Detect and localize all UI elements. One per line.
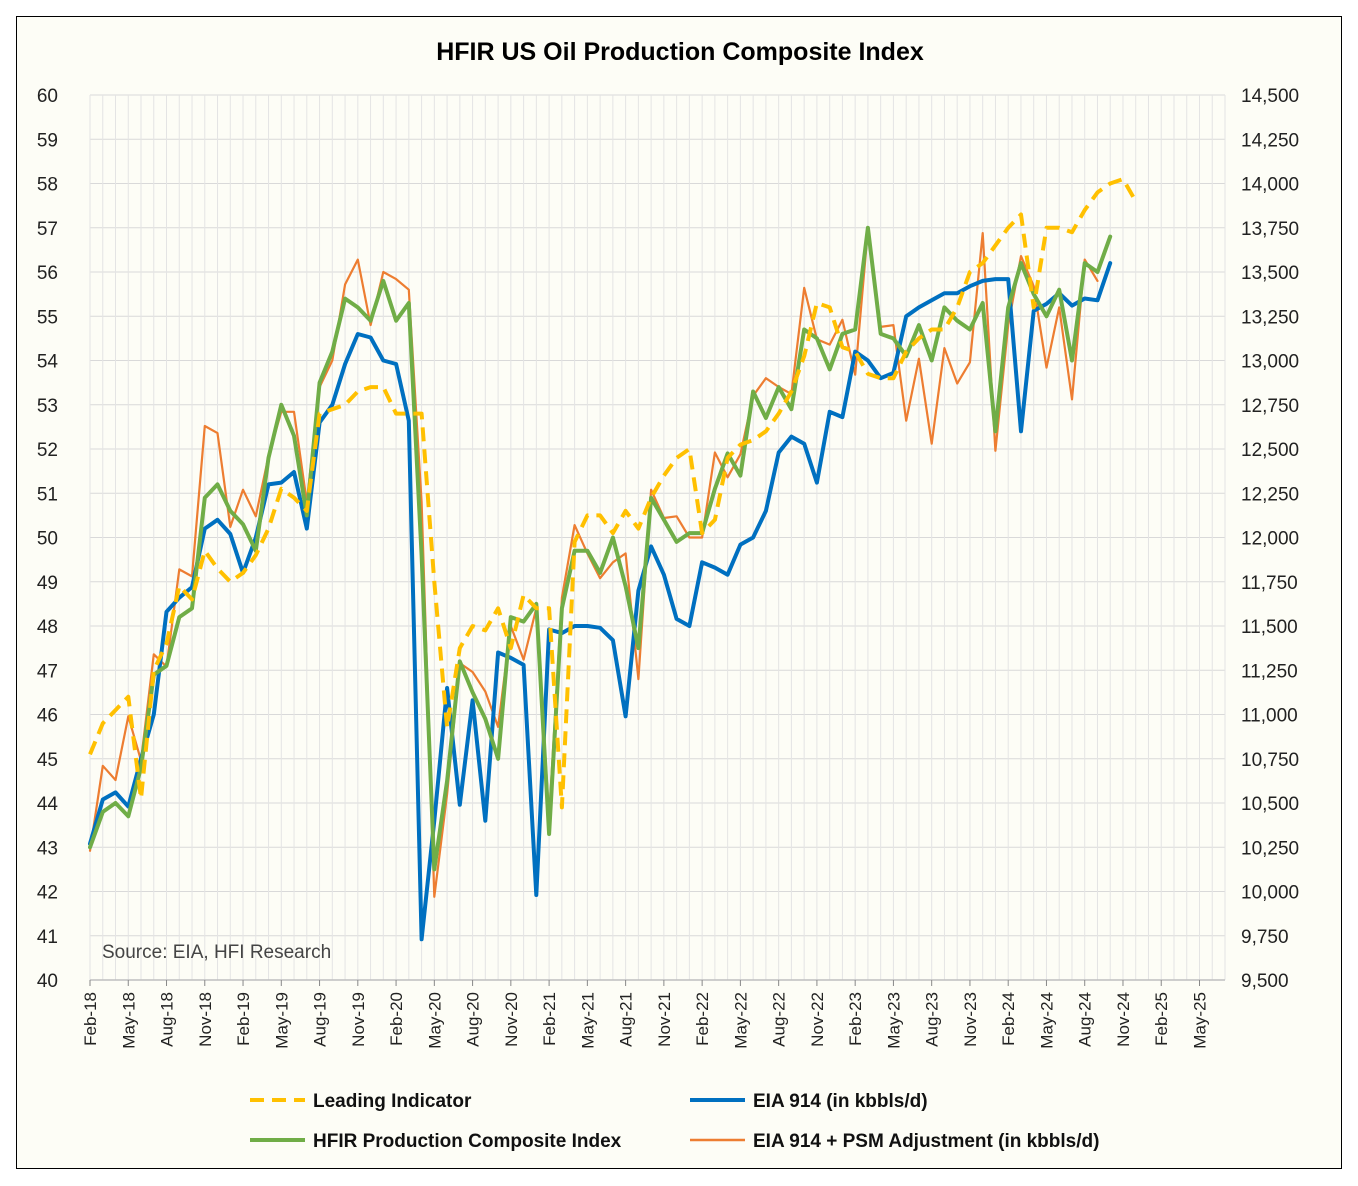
y-left-tick-label: 58 — [37, 175, 58, 196]
x-tick-label: Nov-23 — [961, 992, 980, 1047]
series-layer — [88, 177, 1138, 942]
y-left-tick-label: 50 — [37, 529, 58, 550]
series-line-2 — [88, 225, 1113, 872]
y-left-tick-label: 54 — [37, 352, 59, 373]
x-tick-label: Aug-18 — [158, 992, 177, 1047]
y-left-tick-label: 49 — [37, 573, 58, 594]
y-right-tick-label: 9,500 — [1241, 971, 1289, 992]
x-tick-label: Aug-21 — [617, 992, 636, 1047]
y-right-tick-label: 11,500 — [1241, 617, 1298, 638]
y-right-tick-label: 9,750 — [1241, 927, 1289, 948]
y-right-tick-label: 10,250 — [1241, 838, 1299, 859]
x-tick-label: May-18 — [119, 992, 138, 1049]
y-left-tick-label: 60 — [37, 86, 58, 107]
axes: 40 9,500 41 9,750 42 10,000 43 10,250 44 10,500 45… — [37, 86, 1299, 1049]
legend: Leading Indicator EIA 914 (in kbbls/d) HFI… — [250, 1091, 1099, 1152]
y-left-tick-label: 51 — [37, 484, 58, 505]
y-left-tick-label: 46 — [37, 706, 58, 727]
y-left-tick-label: 41 — [37, 927, 58, 948]
x-tick-label: Feb-24 — [999, 992, 1018, 1046]
y-left-tick-label: 52 — [37, 440, 58, 461]
y-left-tick-label: 43 — [37, 838, 58, 859]
x-tick-label: Feb-20 — [387, 992, 406, 1046]
legend-label-3: EIA 914 + PSM Adjustment (in kbbls/d) — [753, 1131, 1099, 1152]
x-tick-label: Feb-21 — [540, 992, 559, 1046]
y-right-tick-label: 14,500 — [1241, 86, 1299, 107]
x-tick-label: Feb-23 — [846, 992, 865, 1046]
y-left-tick-label: 48 — [37, 617, 58, 638]
series-line-0 — [88, 177, 1138, 810]
y-left-tick-label: 55 — [37, 307, 58, 328]
legend-label-2: HFIR Production Composite Index — [313, 1131, 622, 1152]
x-tick-label: Aug-19 — [311, 992, 330, 1047]
y-right-tick-label: 10,750 — [1241, 750, 1299, 771]
x-tick-label: May-19 — [272, 992, 291, 1049]
y-right-tick-label: 12,500 — [1241, 440, 1299, 461]
x-tick-label: Nov-18 — [196, 992, 215, 1047]
y-left-tick-label: 44 — [37, 794, 59, 815]
x-tick-label: May-22 — [731, 992, 750, 1049]
x-tick-label: Nov-19 — [349, 992, 368, 1047]
chart-title: HFIR US Oil Production Composite Index — [436, 38, 924, 66]
chart-frame — [16, 16, 1342, 1169]
y-right-tick-label: 13,000 — [1241, 352, 1299, 373]
legend-label-1: EIA 914 (in kbbls/d) — [753, 1091, 928, 1112]
y-right-tick-label: 12,750 — [1241, 396, 1299, 417]
x-tick-label: May-25 — [1190, 992, 1209, 1049]
y-right-tick-label: 13,750 — [1241, 219, 1299, 240]
y-right-tick-label: 13,500 — [1241, 263, 1299, 284]
source-annotation: Source: EIA, HFI Research — [102, 942, 331, 963]
legend-label-0: Leading Indicator — [313, 1091, 472, 1112]
x-tick-label: Nov-21 — [655, 992, 674, 1047]
x-tick-label: May-20 — [425, 992, 444, 1049]
x-tick-label: May-21 — [578, 992, 597, 1049]
x-tick-label: Feb-25 — [1152, 992, 1171, 1046]
y-left-tick-label: 59 — [37, 130, 58, 151]
x-tick-label: Nov-24 — [1114, 992, 1133, 1047]
x-tick-label: Feb-22 — [693, 992, 712, 1046]
x-tick-label: Aug-24 — [1076, 992, 1095, 1047]
y-right-tick-label: 12,250 — [1241, 484, 1299, 505]
y-right-tick-label: 12,000 — [1241, 529, 1299, 550]
y-left-tick-label: 47 — [37, 661, 58, 682]
y-right-tick-label: 10,000 — [1241, 883, 1299, 904]
y-right-tick-label: 11,750 — [1241, 573, 1298, 594]
x-tick-label: Aug-23 — [923, 992, 942, 1047]
x-tick-label: Feb-19 — [234, 992, 253, 1046]
y-right-tick-label: 11,000 — [1241, 706, 1298, 727]
y-left-tick-label: 42 — [37, 883, 58, 904]
y-left-tick-label: 57 — [37, 219, 58, 240]
y-left-tick-label: 56 — [37, 263, 58, 284]
x-tick-label: Aug-20 — [464, 992, 483, 1047]
x-tick-label: Feb-18 — [81, 992, 100, 1046]
y-left-tick-label: 40 — [37, 971, 58, 992]
y-right-tick-label: 10,500 — [1241, 794, 1299, 815]
y-right-tick-label: 13,250 — [1241, 307, 1299, 328]
y-right-tick-label: 14,250 — [1241, 130, 1299, 151]
y-right-tick-label: 14,000 — [1241, 175, 1299, 196]
y-left-tick-label: 53 — [37, 396, 58, 417]
y-left-tick-label: 45 — [37, 750, 58, 771]
x-tick-label: May-24 — [1037, 992, 1056, 1049]
x-tick-label: Nov-20 — [502, 992, 521, 1047]
x-tick-label: May-23 — [884, 992, 903, 1049]
x-tick-label: Nov-22 — [808, 992, 827, 1047]
x-tick-label: Aug-22 — [770, 992, 789, 1047]
y-right-tick-label: 11,250 — [1241, 661, 1298, 682]
